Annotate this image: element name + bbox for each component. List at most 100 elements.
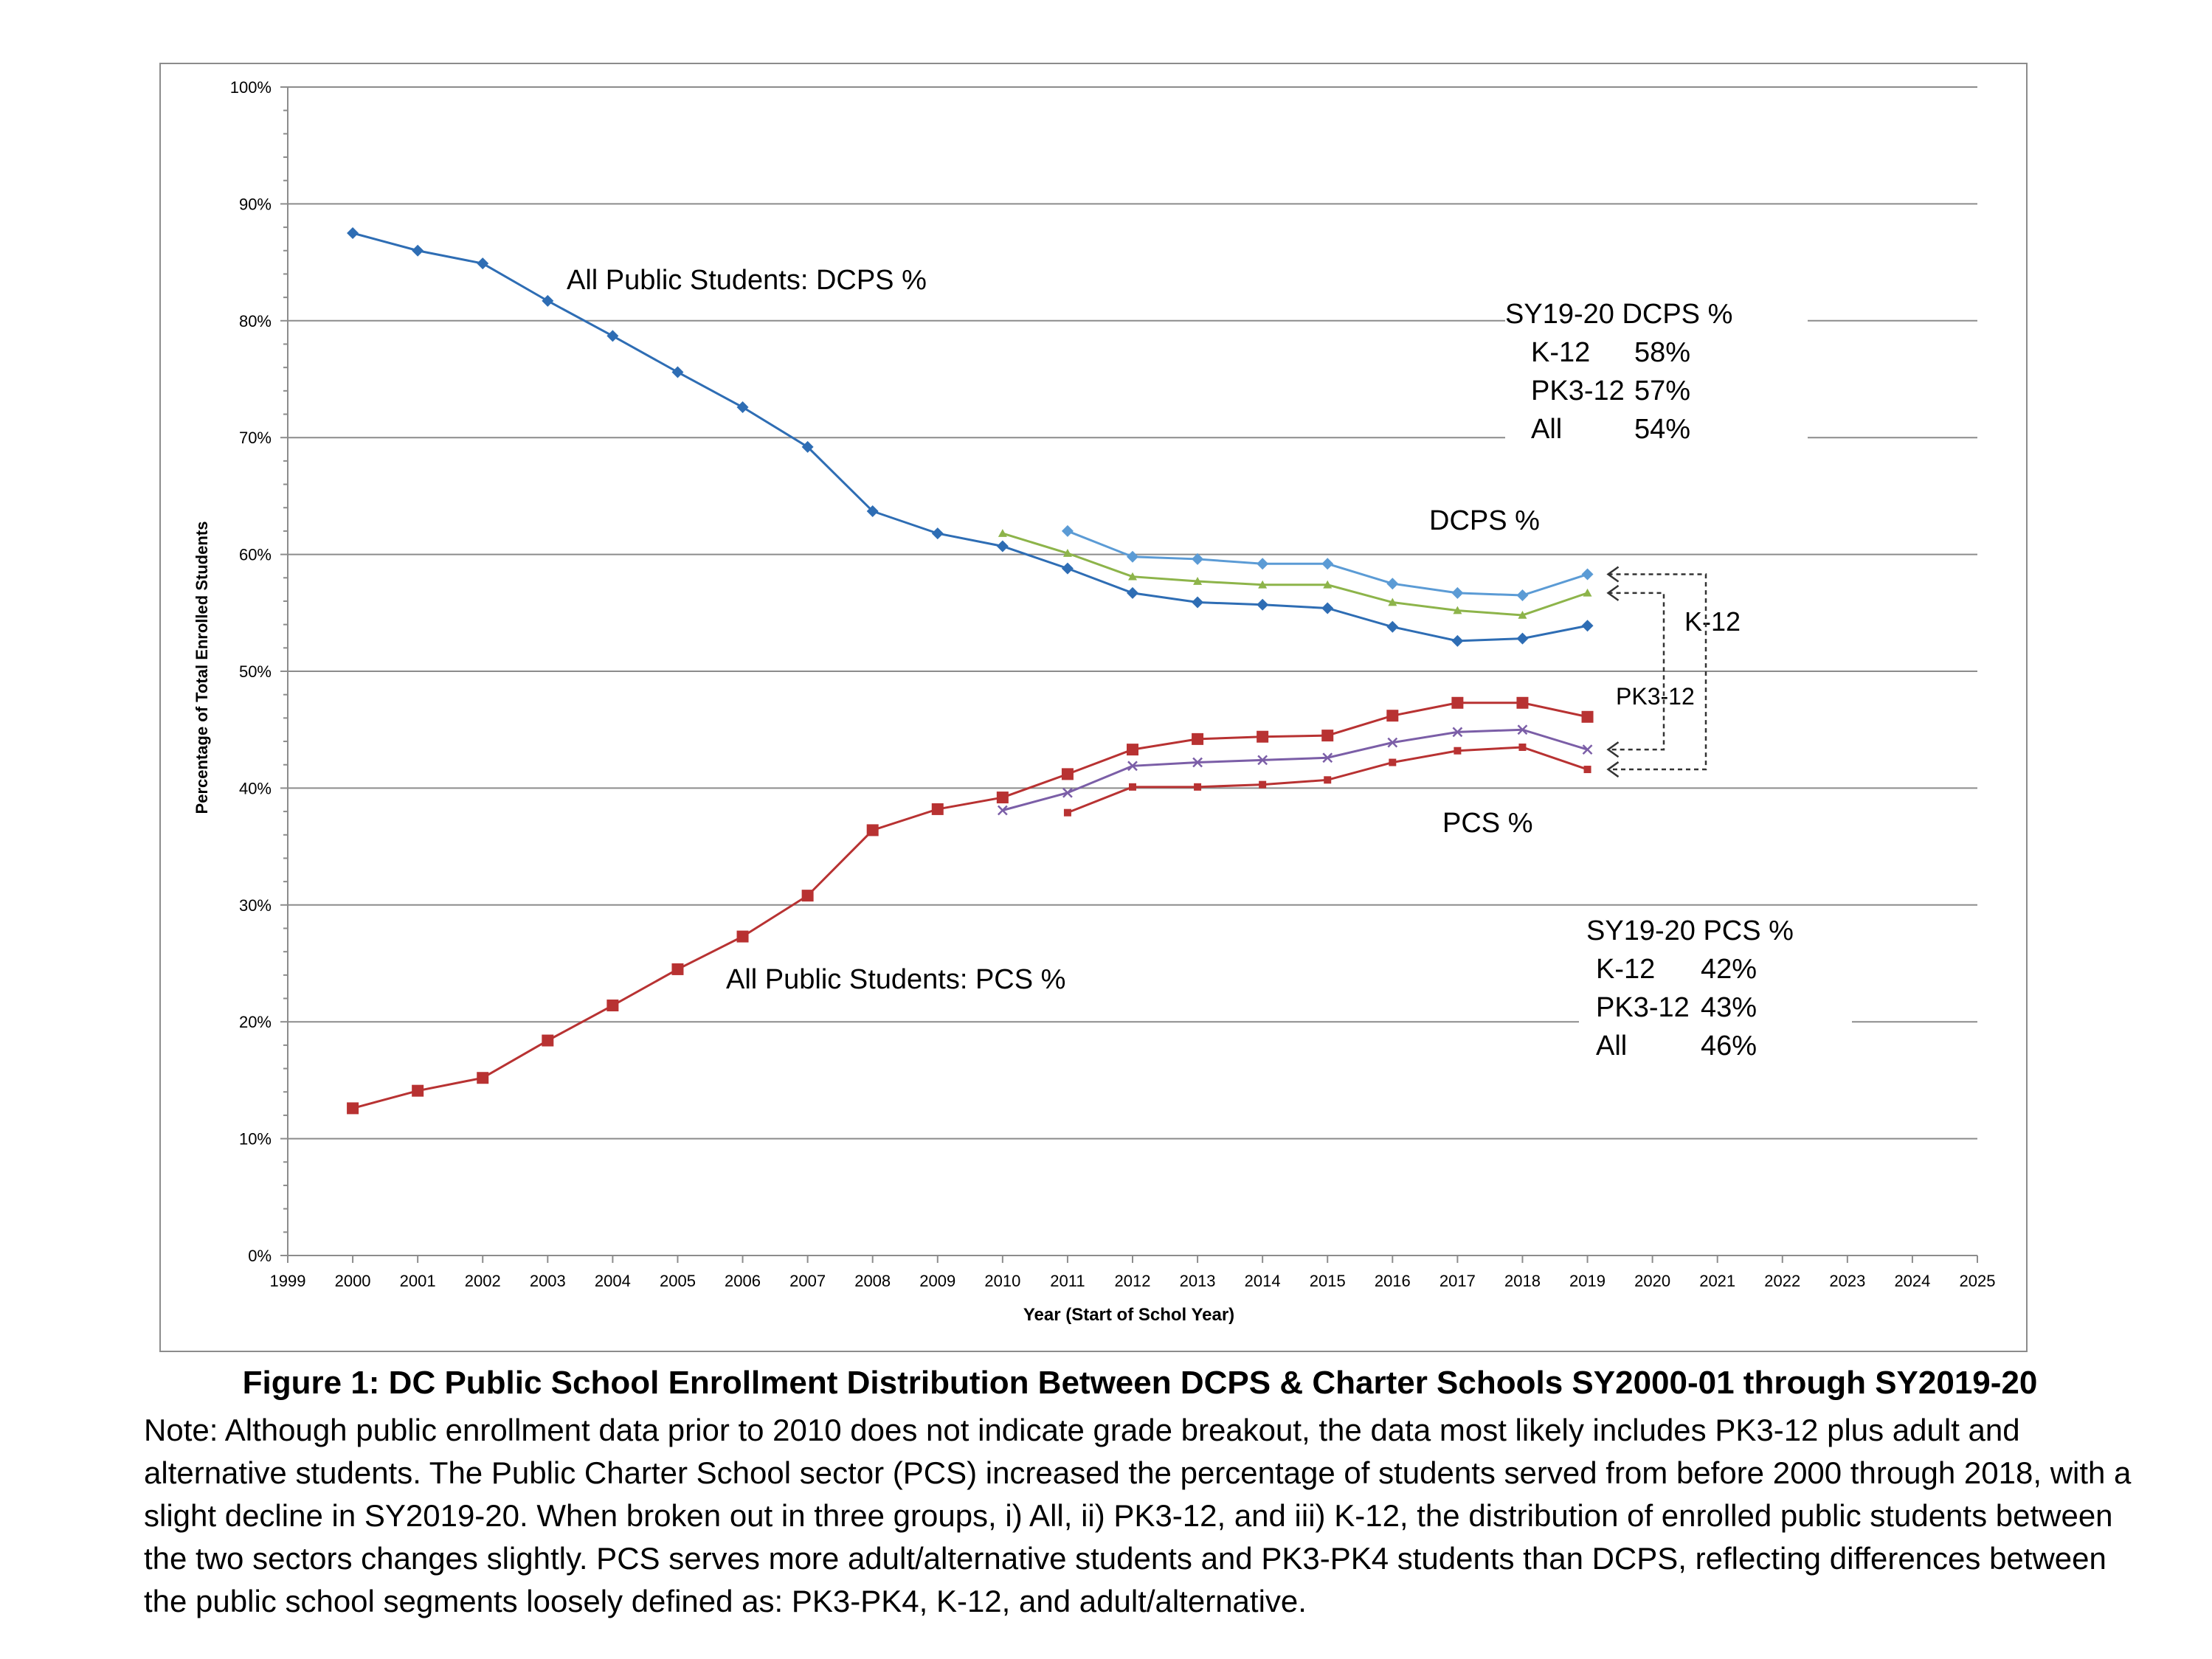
x-tick-label: 2024 — [1894, 1272, 1930, 1290]
data-point-pcs-all — [542, 1034, 554, 1047]
x-tick-label: 2001 — [400, 1272, 436, 1290]
caption-title: Figure 1: DC Public School Enrollment Di… — [242, 1365, 2038, 1401]
data-point-dcps-k-12 — [1127, 550, 1138, 563]
y-tick-label: 30% — [239, 896, 272, 915]
data-point-dcps-all — [477, 257, 489, 270]
y-tick-label: 60% — [239, 546, 272, 564]
pk312-bracket-arrowhead — [1606, 584, 1620, 601]
series-line-dcps-all — [352, 232, 1588, 643]
x-tick-label: 2020 — [1634, 1272, 1670, 1290]
x-tick-label: 2021 — [1699, 1272, 1735, 1290]
series-line-pcs-pk3-12 — [1002, 728, 1588, 811]
pcs-label: PCS % — [1442, 808, 1532, 839]
data-point-dcps-k-12 — [1061, 524, 1074, 537]
dcps-box-title: SY19-20 DCPS % — [1505, 299, 1732, 330]
x-tick-label: 2019 — [1569, 1272, 1606, 1290]
data-point-pcs-all — [736, 930, 749, 943]
gridlines — [288, 86, 1977, 1256]
data-point-dcps-all — [866, 505, 879, 517]
data-point-pcs-pk3-12 — [1192, 757, 1203, 768]
data-point-pcs-pk3-12 — [1387, 737, 1398, 748]
data-point-dcps-all — [1192, 596, 1204, 609]
pcs-box-row-group: PK3-12 — [1596, 992, 1690, 1023]
data-point-pcs-pk3-12-stroke — [1192, 757, 1203, 768]
data-point-dcps-all — [412, 244, 424, 257]
caption-note: Note: Although public enrollment data pr… — [144, 1413, 2132, 1618]
pcs-box-row-value: 46% — [1701, 1031, 1757, 1061]
data-point-pcs-k-12 — [1389, 758, 1397, 766]
dcps-box-row-value: 58% — [1634, 337, 1690, 368]
dcps-box-row-value: 57% — [1634, 375, 1690, 406]
x-tick-label: 2018 — [1504, 1272, 1541, 1290]
data-point-dcps-all — [1451, 634, 1464, 647]
k12-bracket — [1608, 573, 1707, 771]
data-point-pcs-all — [996, 792, 1009, 804]
data-point-pcs-pk3-12 — [1582, 744, 1593, 755]
data-point-pcs-pk3-12-stroke — [1322, 752, 1333, 763]
data-point-dcps-all — [1516, 632, 1529, 645]
data-point-pcs-all — [1192, 732, 1204, 745]
y-tick-label: 90% — [239, 195, 272, 213]
data-point-dcps-k-12 — [1257, 558, 1269, 570]
pcs-box-title: SY19-20 PCS % — [1586, 915, 1794, 946]
data-point-pcs-pk3-12-stroke — [1582, 744, 1593, 755]
x-tick-label: 2007 — [789, 1272, 826, 1290]
data-point-pcs-pk3-12 — [1322, 752, 1333, 763]
data-point-dcps-k-12 — [1192, 553, 1204, 565]
x-tick-label: 2000 — [335, 1272, 371, 1290]
x-tick-label: 2011 — [1050, 1272, 1085, 1290]
data-point-pcs-k-12 — [1129, 783, 1136, 791]
data-point-dcps-all — [801, 440, 814, 453]
data-point-pcs-pk3-12-stroke — [1257, 755, 1268, 766]
data-point-dcps-pk3-12 — [1518, 610, 1527, 619]
y-tick-label: 10% — [239, 1130, 272, 1149]
data-point-dcps-k-12 — [1451, 586, 1464, 599]
data-point-pcs-pk3-12 — [1257, 755, 1268, 766]
data-point-pcs-all — [1321, 730, 1334, 742]
y-tick-label: 40% — [239, 779, 272, 797]
data-point-pcs-all — [1061, 768, 1074, 780]
pk312-bracket — [1608, 592, 1665, 751]
pcs-box-row-group: All — [1596, 1031, 1627, 1061]
data-point-pcs-k-12 — [1518, 743, 1527, 751]
y-tick-label: 50% — [239, 662, 272, 681]
y-tick-label: 0% — [248, 1247, 272, 1265]
x-tick-label: 1999 — [270, 1272, 306, 1290]
data-point-pcs-pk3-12 — [997, 805, 1008, 816]
annotations-layer: All Public Students: DCPS % All Public S… — [193, 265, 1794, 1325]
data-point-dcps-all — [1257, 598, 1269, 611]
k12-bracket-arrowhead — [1606, 761, 1620, 778]
x-tick-label: 2006 — [725, 1272, 761, 1290]
pcs-box-row-value: 42% — [1701, 954, 1757, 985]
pcs-all-label: All Public Students: PCS % — [726, 964, 1065, 995]
dcps-box-row-group: PK3-12 — [1531, 375, 1625, 406]
data-point-pcs-all — [347, 1102, 359, 1115]
dcps-summary-box — [1505, 295, 1808, 456]
data-point-dcps-all — [736, 401, 749, 414]
series-line-pcs-all — [352, 702, 1588, 1109]
x-tick-label: 2022 — [1764, 1272, 1800, 1290]
data-point-pcs-pk3-12 — [1452, 727, 1463, 738]
axes: 0% 10% 20% 30% 40% 50% 60% 70% 80% 90% 100% 1999 200… — [230, 78, 1996, 1290]
data-point-pcs-all — [671, 963, 684, 975]
data-point-pcs-all — [931, 803, 944, 815]
figure-caption: Figure 1: DC Public School Enrollment Di… — [144, 1365, 2136, 1623]
data-point-dcps-all — [996, 540, 1009, 553]
data-point-dcps-pk3-12 — [1193, 577, 1203, 585]
y-axis-title: Percentage of Total Enrolled Students — [193, 522, 211, 814]
data-point-pcs-pk3-12 — [1127, 761, 1138, 772]
data-point-pcs-pk3-12-stroke — [1387, 737, 1398, 748]
data-point-pcs-k-12 — [1583, 766, 1591, 774]
data-point-dcps-pk3-12 — [1453, 606, 1462, 614]
y-tick-label: 20% — [239, 1013, 272, 1031]
annotation-masks — [1505, 295, 1852, 1070]
bracket-arrows — [1606, 566, 1707, 778]
dcps-box-row-group: K-12 — [1531, 337, 1590, 368]
dcps-box-row-value: 54% — [1634, 414, 1690, 445]
x-tick-label: 2012 — [1115, 1272, 1151, 1290]
data-point-dcps-pk3-12 — [1388, 598, 1397, 606]
data-point-pcs-pk3-12-stroke — [1127, 761, 1138, 772]
dcps-label: DCPS % — [1429, 505, 1540, 536]
x-tick-label: 2005 — [660, 1272, 696, 1290]
series-line-dcps-pk3-12 — [1002, 532, 1589, 617]
